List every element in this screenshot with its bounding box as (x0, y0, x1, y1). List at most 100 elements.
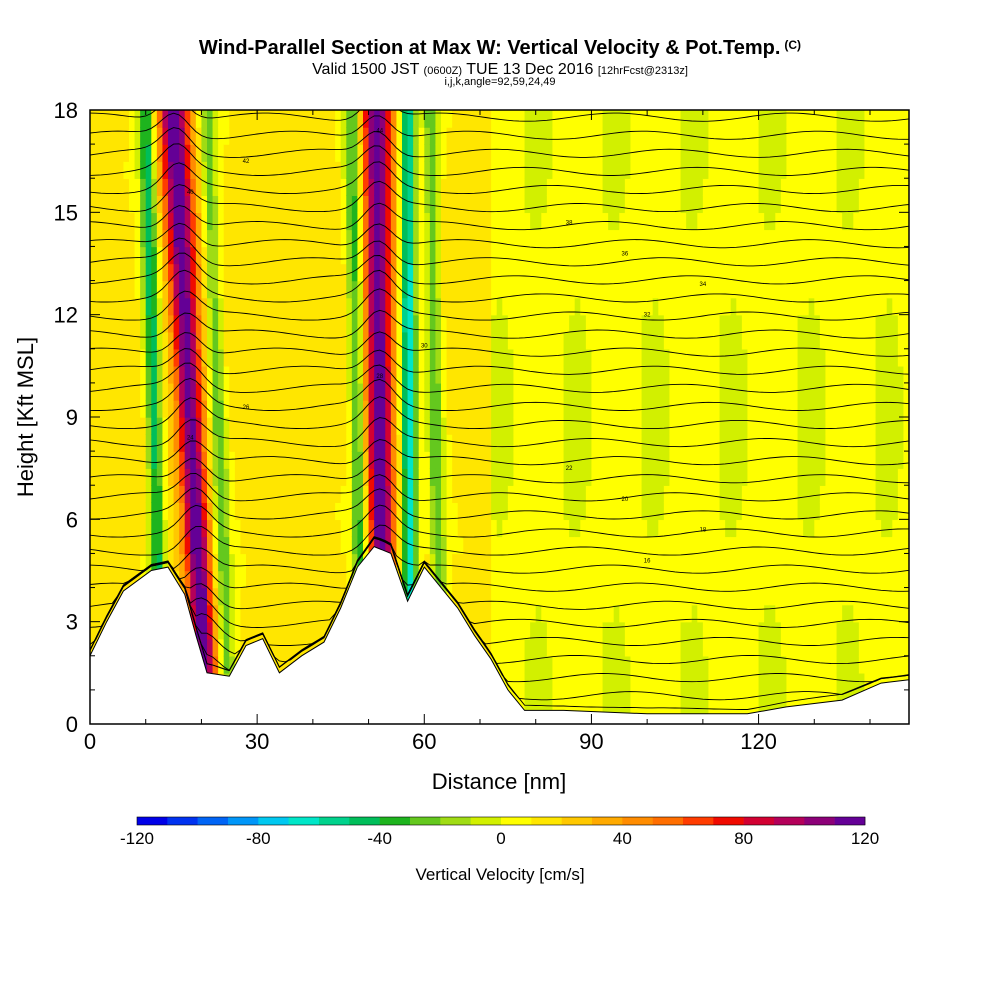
velocity-cell (112, 553, 119, 572)
velocity-cell (129, 127, 136, 145)
velocity-cell (385, 417, 392, 435)
velocity-cell (691, 178, 698, 196)
velocity-cell (212, 297, 219, 316)
velocity-cell (741, 161, 749, 179)
velocity-cell (496, 417, 503, 435)
velocity-cell (741, 485, 749, 503)
velocity-cell (513, 331, 520, 350)
velocity-cell (819, 468, 827, 486)
velocity-cell (480, 110, 487, 128)
velocity-cell (546, 144, 554, 162)
velocity-cell (452, 570, 459, 589)
velocity-cell (814, 468, 821, 486)
velocity-cell (552, 638, 559, 657)
velocity-cell (597, 468, 604, 486)
velocity-cell (580, 399, 587, 418)
velocity-cell (563, 382, 570, 401)
velocity-cell (541, 689, 548, 708)
velocity-cell (179, 536, 186, 555)
velocity-cell (134, 297, 141, 316)
velocity-cell (513, 382, 520, 401)
velocity-cell (769, 314, 776, 333)
velocity-cell (808, 382, 815, 401)
velocity-cell (842, 297, 849, 316)
velocity-cell (379, 331, 386, 350)
velocity-cell (608, 451, 615, 469)
velocity-cell (608, 655, 615, 674)
velocity-cell (296, 570, 303, 589)
velocity-cell (613, 144, 620, 162)
velocity-cell (630, 621, 637, 640)
velocity-cell (346, 519, 353, 538)
velocity-cell (374, 382, 381, 401)
velocity-cell (463, 110, 470, 128)
velocity-cell (268, 280, 275, 299)
velocity-cell (753, 365, 760, 384)
velocity-cell (452, 502, 459, 521)
velocity-cell (853, 451, 860, 469)
velocity-cell (246, 212, 253, 231)
velocity-cell (580, 604, 587, 623)
velocity-cell (168, 263, 175, 282)
velocity-cell (195, 399, 203, 418)
velocity-cell (747, 621, 754, 640)
velocity-cell (814, 689, 821, 708)
velocity-cell (179, 502, 186, 521)
velocity-cell (591, 382, 598, 401)
velocity-cell (179, 110, 186, 128)
velocity-cell (491, 280, 498, 299)
velocity-cell (725, 417, 732, 435)
velocity-cell (168, 280, 175, 299)
velocity-cell (535, 314, 542, 333)
velocity-cell (418, 297, 425, 316)
velocity-cell (285, 297, 292, 316)
velocity-cell (780, 314, 788, 333)
velocity-cell (452, 382, 459, 401)
velocity-cell (179, 263, 186, 282)
velocity-cell (351, 110, 359, 128)
velocity-cell (741, 246, 749, 265)
velocity-cell (413, 331, 420, 350)
velocity-cell (619, 468, 626, 486)
velocity-cell (307, 638, 314, 657)
velocity-cell (262, 331, 269, 350)
velocity-cell (452, 195, 459, 214)
velocity-cell (680, 689, 687, 708)
velocity-cell (786, 297, 793, 316)
velocity-cell (212, 536, 219, 555)
velocity-cell (708, 638, 715, 657)
velocity-cell (619, 399, 626, 418)
velocity-cell (134, 127, 141, 145)
velocity-cell (836, 570, 843, 589)
velocity-cell (808, 161, 815, 179)
velocity-cell (769, 485, 776, 503)
velocity-cell (786, 553, 793, 572)
velocity-cell (786, 434, 793, 452)
velocity-cell (619, 127, 626, 145)
velocity-cell (663, 417, 671, 435)
velocity-cell (156, 502, 164, 521)
velocity-cell (457, 382, 464, 401)
velocity-cell (246, 297, 253, 316)
velocity-cell (658, 178, 665, 196)
velocity-cell (702, 638, 710, 657)
velocity-cell (312, 485, 320, 503)
velocity-cell (407, 468, 414, 486)
velocity-cell (831, 382, 838, 401)
velocity-cell (769, 417, 776, 435)
velocity-cell (831, 689, 838, 708)
velocity-cell (730, 434, 737, 452)
velocity-cell (474, 570, 481, 589)
velocity-cell (201, 502, 208, 521)
velocity-cell (608, 434, 615, 452)
velocity-cell (234, 638, 242, 657)
velocity-cell (524, 570, 531, 589)
velocity-cell (457, 314, 464, 333)
velocity-cell (836, 451, 843, 469)
velocity-cell (741, 229, 749, 248)
velocity-cell (390, 178, 398, 196)
velocity-cell (641, 195, 648, 214)
velocity-cell (535, 127, 542, 145)
velocity-cell (825, 297, 832, 316)
velocity-cell (90, 451, 97, 469)
